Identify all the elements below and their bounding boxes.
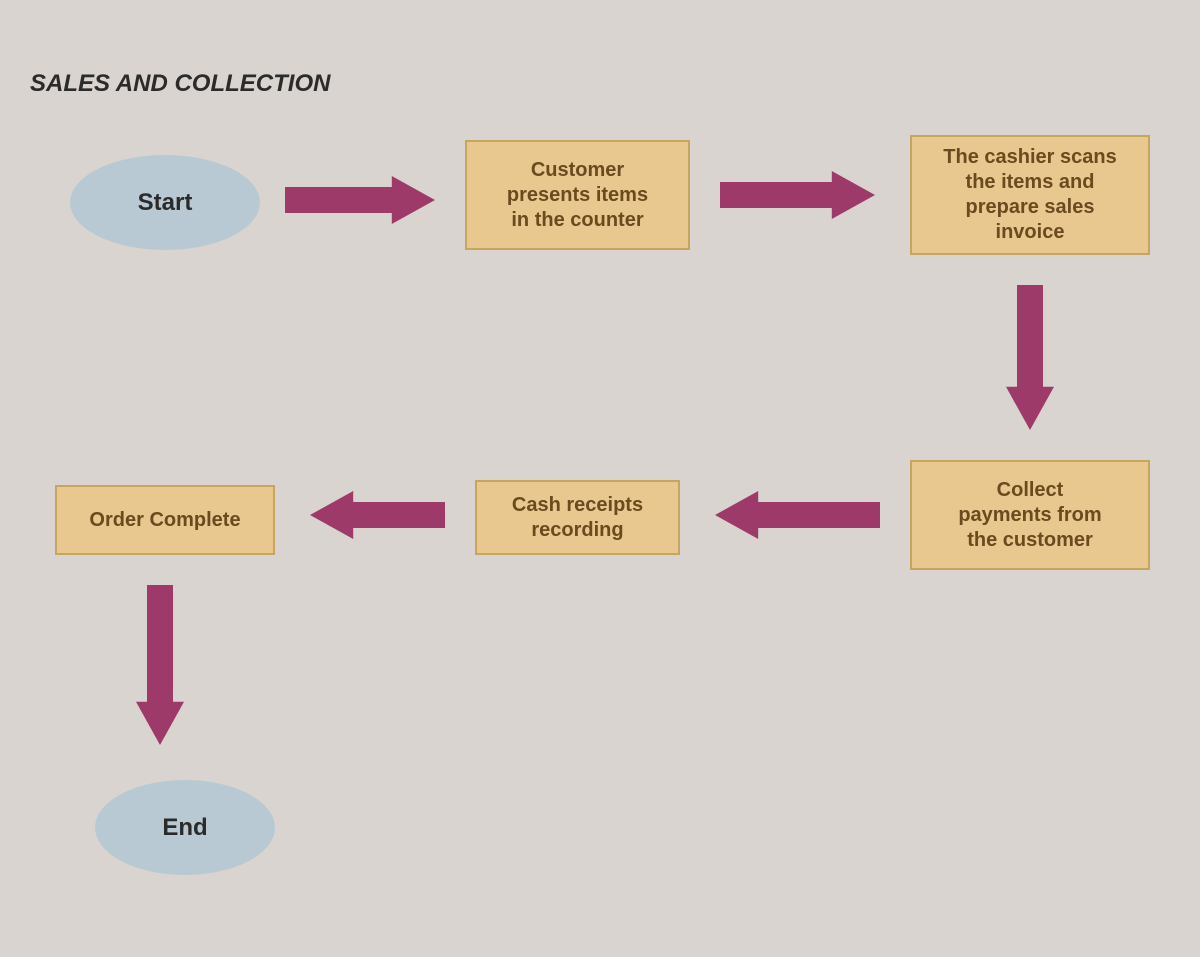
node-label-n1: Customer presents items in the counter	[507, 158, 648, 233]
arrow-a_start_n1	[233, 148, 487, 252]
node-label-n5: Order Complete	[89, 508, 240, 533]
node-label-n4: Cash receipts recording	[512, 493, 643, 543]
diagram-title: SALES AND COLLECTION	[30, 70, 330, 98]
arrow-a_n1_n2	[668, 143, 927, 247]
node-n4: Cash receipts recording	[475, 480, 680, 555]
node-label-n2: The cashier scans the items and prepare …	[943, 145, 1116, 245]
node-label-n3: Collect payments from the customer	[958, 478, 1101, 553]
arrow-a_n3_n4	[663, 463, 932, 567]
node-label-start: Start	[138, 188, 193, 218]
arrow-a_n2_n3	[978, 233, 1082, 482]
flowchart-stage: SALES AND COLLECTION Start Customer prese…	[0, 0, 1200, 957]
arrow-a_n4_n5	[258, 463, 497, 567]
node-label-end: End	[162, 813, 207, 843]
arrow-a_n5_end	[108, 533, 212, 797]
node-n1: Customer presents items in the counter	[465, 140, 690, 250]
node-start: Start	[70, 155, 260, 250]
